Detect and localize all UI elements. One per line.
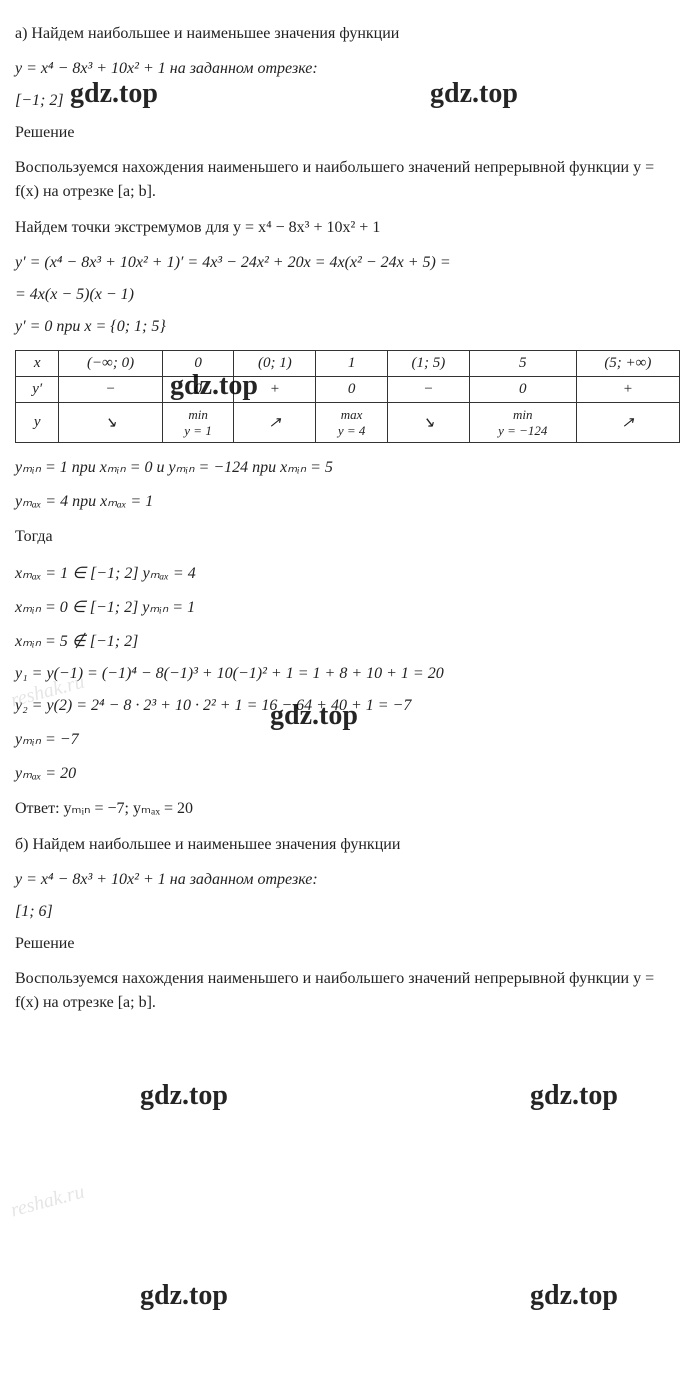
table-cell: (−∞; 0) <box>59 351 162 377</box>
interval-b: [1; 6] <box>15 903 680 921</box>
derivative-factored: = 4x(x − 5)(x − 1) <box>15 286 680 304</box>
function-definition-b: y = x⁴ − 8x³ + 10x² + 1 на заданном отре… <box>15 871 680 889</box>
problem-b-intro: б) Найдем наибольшее и наименьшее значен… <box>15 833 680 857</box>
interval-a: [−1; 2] <box>15 92 680 110</box>
sign-table: x(−∞; 0)0(0; 1)1(1; 5)5(5; +∞)y′−0+0−0+y… <box>15 350 680 443</box>
table-cell: (0; 1) <box>234 351 316 377</box>
table-cell: ↘ <box>59 403 162 443</box>
derivative-calc: y′ = (x⁴ − 8x³ + 10x² + 1)′ = 4x³ − 24x²… <box>15 254 680 272</box>
extrema-intro: Найдем точки экстремумов для y = x⁴ − 8x… <box>15 216 680 240</box>
table-cell: + <box>234 377 316 403</box>
watermark-gdz: gdz.top <box>530 1280 618 1312</box>
ymin-values: yₘᵢₙ = 1 при xₘᵢₙ = 0 и yₘᵢₙ = −124 при … <box>15 457 680 477</box>
table-cell: 0 <box>469 377 576 403</box>
y2-calculation: y₂ = y(2) = 2⁴ − 8 · 2³ + 10 · 2² + 1 = … <box>15 697 680 715</box>
table-cell: y′ <box>16 377 59 403</box>
table-cell: − <box>388 377 470 403</box>
watermark-gdz: gdz.top <box>140 1280 228 1312</box>
solution-method-b: Воспользуемся нахождения наименьшего и н… <box>15 967 680 1015</box>
watermark-gdz: gdz.top <box>140 1080 228 1112</box>
solution-heading-b: Решение <box>15 935 680 953</box>
table-cell: 1 <box>316 351 388 377</box>
ymax-result: yₘₐₓ = 20 <box>15 763 680 783</box>
table-cell: miny = −124 <box>469 403 576 443</box>
answer-a: Ответ: yₘᵢₙ = −7; yₘₐₓ = 20 <box>15 797 680 821</box>
y1-calculation: y₁ = y(−1) = (−1)⁴ − 8(−1)³ + 10(−1)² + … <box>15 665 680 683</box>
table-cell: 0 <box>162 351 234 377</box>
solution-method: Воспользуемся нахождения наименьшего и н… <box>15 156 680 204</box>
xmin-in-interval: xₘᵢₙ = 0 ∈ [−1; 2] yₘᵢₙ = 1 <box>15 597 680 617</box>
xmin-not-in-interval: xₘᵢₙ = 5 ∉ [−1; 2] <box>15 631 680 651</box>
table-cell: (1; 5) <box>388 351 470 377</box>
table-cell: 0 <box>162 377 234 403</box>
table-cell: 0 <box>316 377 388 403</box>
table-cell: ↘ <box>388 403 470 443</box>
table-cell: miny = 1 <box>162 403 234 443</box>
solution-heading-a: Решение <box>15 124 680 142</box>
watermark-gdz: gdz.top <box>530 1080 618 1112</box>
critical-points: y′ = 0 при x = {0; 1; 5} <box>15 318 680 336</box>
ymin-result: yₘᵢₙ = −7 <box>15 729 680 749</box>
table-cell: 5 <box>469 351 576 377</box>
problem-a-intro: а) Найдем наибольшее и наименьшее значен… <box>15 22 680 46</box>
table-cell: ↗ <box>234 403 316 443</box>
table-cell: (5; +∞) <box>576 351 679 377</box>
table-cell: y <box>16 403 59 443</box>
table-cell: maxy = 4 <box>316 403 388 443</box>
table-cell: x <box>16 351 59 377</box>
table-cell: + <box>576 377 679 403</box>
watermark-reshak: reshak.ru <box>8 1181 87 1223</box>
then-label: Тогда <box>15 525 680 549</box>
ymax-value: yₘₐₓ = 4 при xₘₐₓ = 1 <box>15 491 680 511</box>
table-cell: ↗ <box>576 403 679 443</box>
xmax-in-interval: xₘₐₓ = 1 ∈ [−1; 2] yₘₐₓ = 4 <box>15 563 680 583</box>
function-definition: y = x⁴ − 8x³ + 10x² + 1 на заданном отре… <box>15 60 680 78</box>
table-cell: − <box>59 377 162 403</box>
